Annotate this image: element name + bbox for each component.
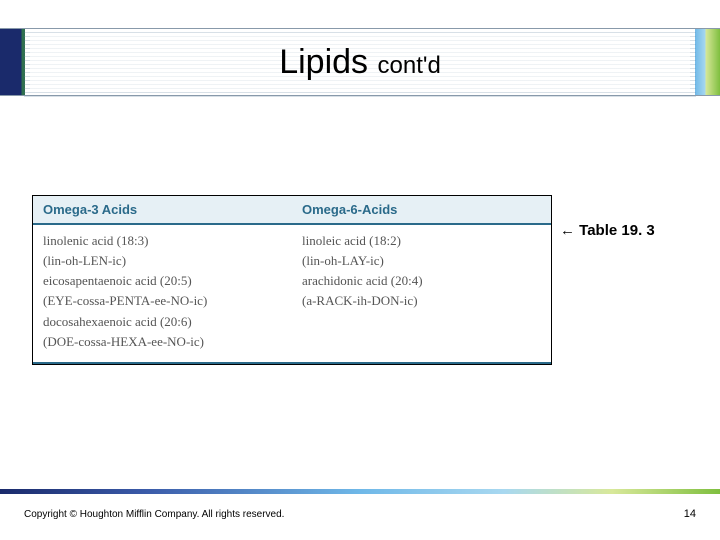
- cell: (lin-oh-LAY-ic): [302, 251, 541, 271]
- cell: eicosapentaenoic acid (20:5): [43, 271, 282, 291]
- cell: docosahexaenoic acid (20:6): [43, 312, 282, 332]
- cell: linoleic acid (18:2): [302, 231, 541, 251]
- footer-band: [0, 489, 720, 494]
- acids-table: Omega-3 Acids Omega-6-Acids linolenic ac…: [32, 195, 552, 365]
- cell: (a-RACK-ih-DON-ic): [302, 291, 541, 311]
- table-body: linolenic acid (18:3) (lin-oh-LEN-ic) ei…: [33, 225, 551, 364]
- page-number: 14: [684, 508, 696, 520]
- table-header-row: Omega-3 Acids Omega-6-Acids: [33, 196, 551, 225]
- title-sub: cont'd: [378, 52, 441, 79]
- slide-title: Lipids cont'd: [279, 43, 441, 82]
- cell: (EYE-cossa-PENTA-ee-NO-ic): [43, 291, 282, 311]
- header-band: Lipids cont'd: [0, 28, 720, 96]
- col-header-omega3: Omega-3 Acids: [33, 196, 292, 223]
- title-main: Lipids: [279, 43, 368, 81]
- col-omega6: linoleic acid (18:2) (lin-oh-LAY-ic) ara…: [292, 231, 551, 352]
- header-inner: Lipids cont'd: [30, 35, 690, 89]
- col-omega3: linolenic acid (18:3) (lin-oh-LEN-ic) ei…: [33, 231, 292, 352]
- table-caption: ← Table 19. 3: [560, 222, 655, 239]
- col-header-omega6: Omega-6-Acids: [292, 196, 551, 223]
- cell: (lin-oh-LEN-ic): [43, 251, 282, 271]
- cell: (DOE-cossa-HEXA-ee-NO-ic): [43, 332, 282, 352]
- cell: arachidonic acid (20:4): [302, 271, 541, 291]
- copyright-text: Copyright © Houghton Mifflin Company. Al…: [24, 509, 284, 520]
- cell: linolenic acid (18:3): [43, 231, 282, 251]
